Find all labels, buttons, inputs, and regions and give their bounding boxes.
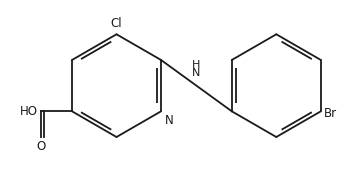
Text: N: N: [164, 114, 173, 127]
Text: H
N: H N: [192, 60, 201, 78]
Text: Br: Br: [324, 107, 337, 120]
Text: Cl: Cl: [111, 17, 122, 30]
Text: O: O: [36, 140, 45, 153]
Text: HO: HO: [20, 105, 38, 118]
